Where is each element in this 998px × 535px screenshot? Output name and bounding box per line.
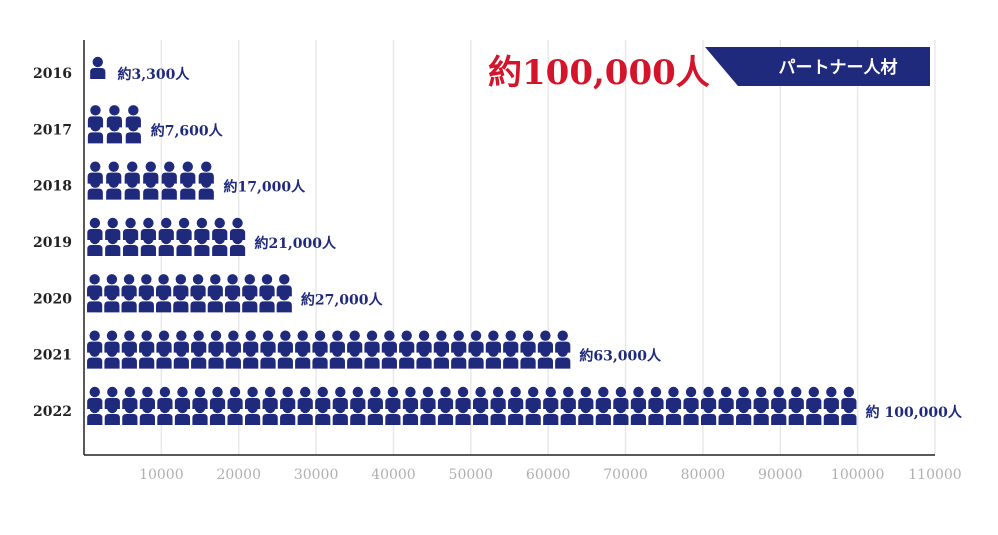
grid-lines — [160, 40, 936, 455]
x-tick-label: 50000 — [449, 467, 494, 483]
year-label: 2016 — [33, 66, 72, 82]
x-tick-label: 20000 — [216, 467, 261, 483]
x-tick-label: 90000 — [758, 467, 803, 483]
data-label: 約7,600人 — [151, 122, 224, 139]
year-label: 2019 — [33, 235, 72, 251]
banner: パートナー人材 — [705, 47, 930, 86]
x-tick-label: 80000 — [681, 467, 726, 483]
banner-label: パートナー人材 — [779, 57, 898, 78]
x-tick-label: 100000 — [831, 467, 884, 483]
x-tick-label: 30000 — [294, 467, 339, 483]
year-label: 2017 — [33, 122, 72, 138]
year-label: 2022 — [33, 404, 72, 420]
headline-total: 約100,000人 — [488, 53, 710, 93]
x-tick-label: 110000 — [908, 467, 961, 483]
x-tick-label: 60000 — [526, 467, 571, 483]
x-tick-label: 70000 — [603, 467, 648, 483]
data-label: 約 100,000人 — [866, 404, 963, 421]
bar-2020 — [87, 274, 292, 313]
year-labels: 2016 2017 2018 2019 2020 2021 2022 — [33, 66, 72, 420]
bar-2016 — [90, 56, 106, 79]
bar-2021 — [87, 330, 571, 369]
year-label: 2021 — [33, 348, 72, 364]
data-label: 約3,300人 — [118, 66, 191, 83]
banner-shape — [705, 47, 930, 86]
bar-2019 — [87, 217, 246, 256]
x-axis-ticks: 10000 20000 30000 40000 50000 60000 70000 80000… — [139, 467, 962, 483]
data-label: 約63,000人 — [579, 348, 662, 365]
data-labels: 約3,300人約7,600人約17,000人約21,000人約27,000人約6… — [118, 66, 963, 421]
bar-2018 — [87, 161, 214, 200]
bar-2022 — [87, 386, 857, 425]
pictogram-bars — [87, 56, 857, 425]
data-label: 約21,000人 — [254, 235, 337, 252]
year-label: 2020 — [33, 291, 72, 307]
x-tick-label: 10000 — [139, 467, 184, 483]
year-label: 2018 — [33, 179, 72, 195]
data-label: 約27,000人 — [301, 291, 384, 308]
data-label: 約17,000人 — [224, 179, 307, 196]
bar-2017 — [87, 105, 141, 144]
x-tick-label: 40000 — [371, 467, 416, 483]
